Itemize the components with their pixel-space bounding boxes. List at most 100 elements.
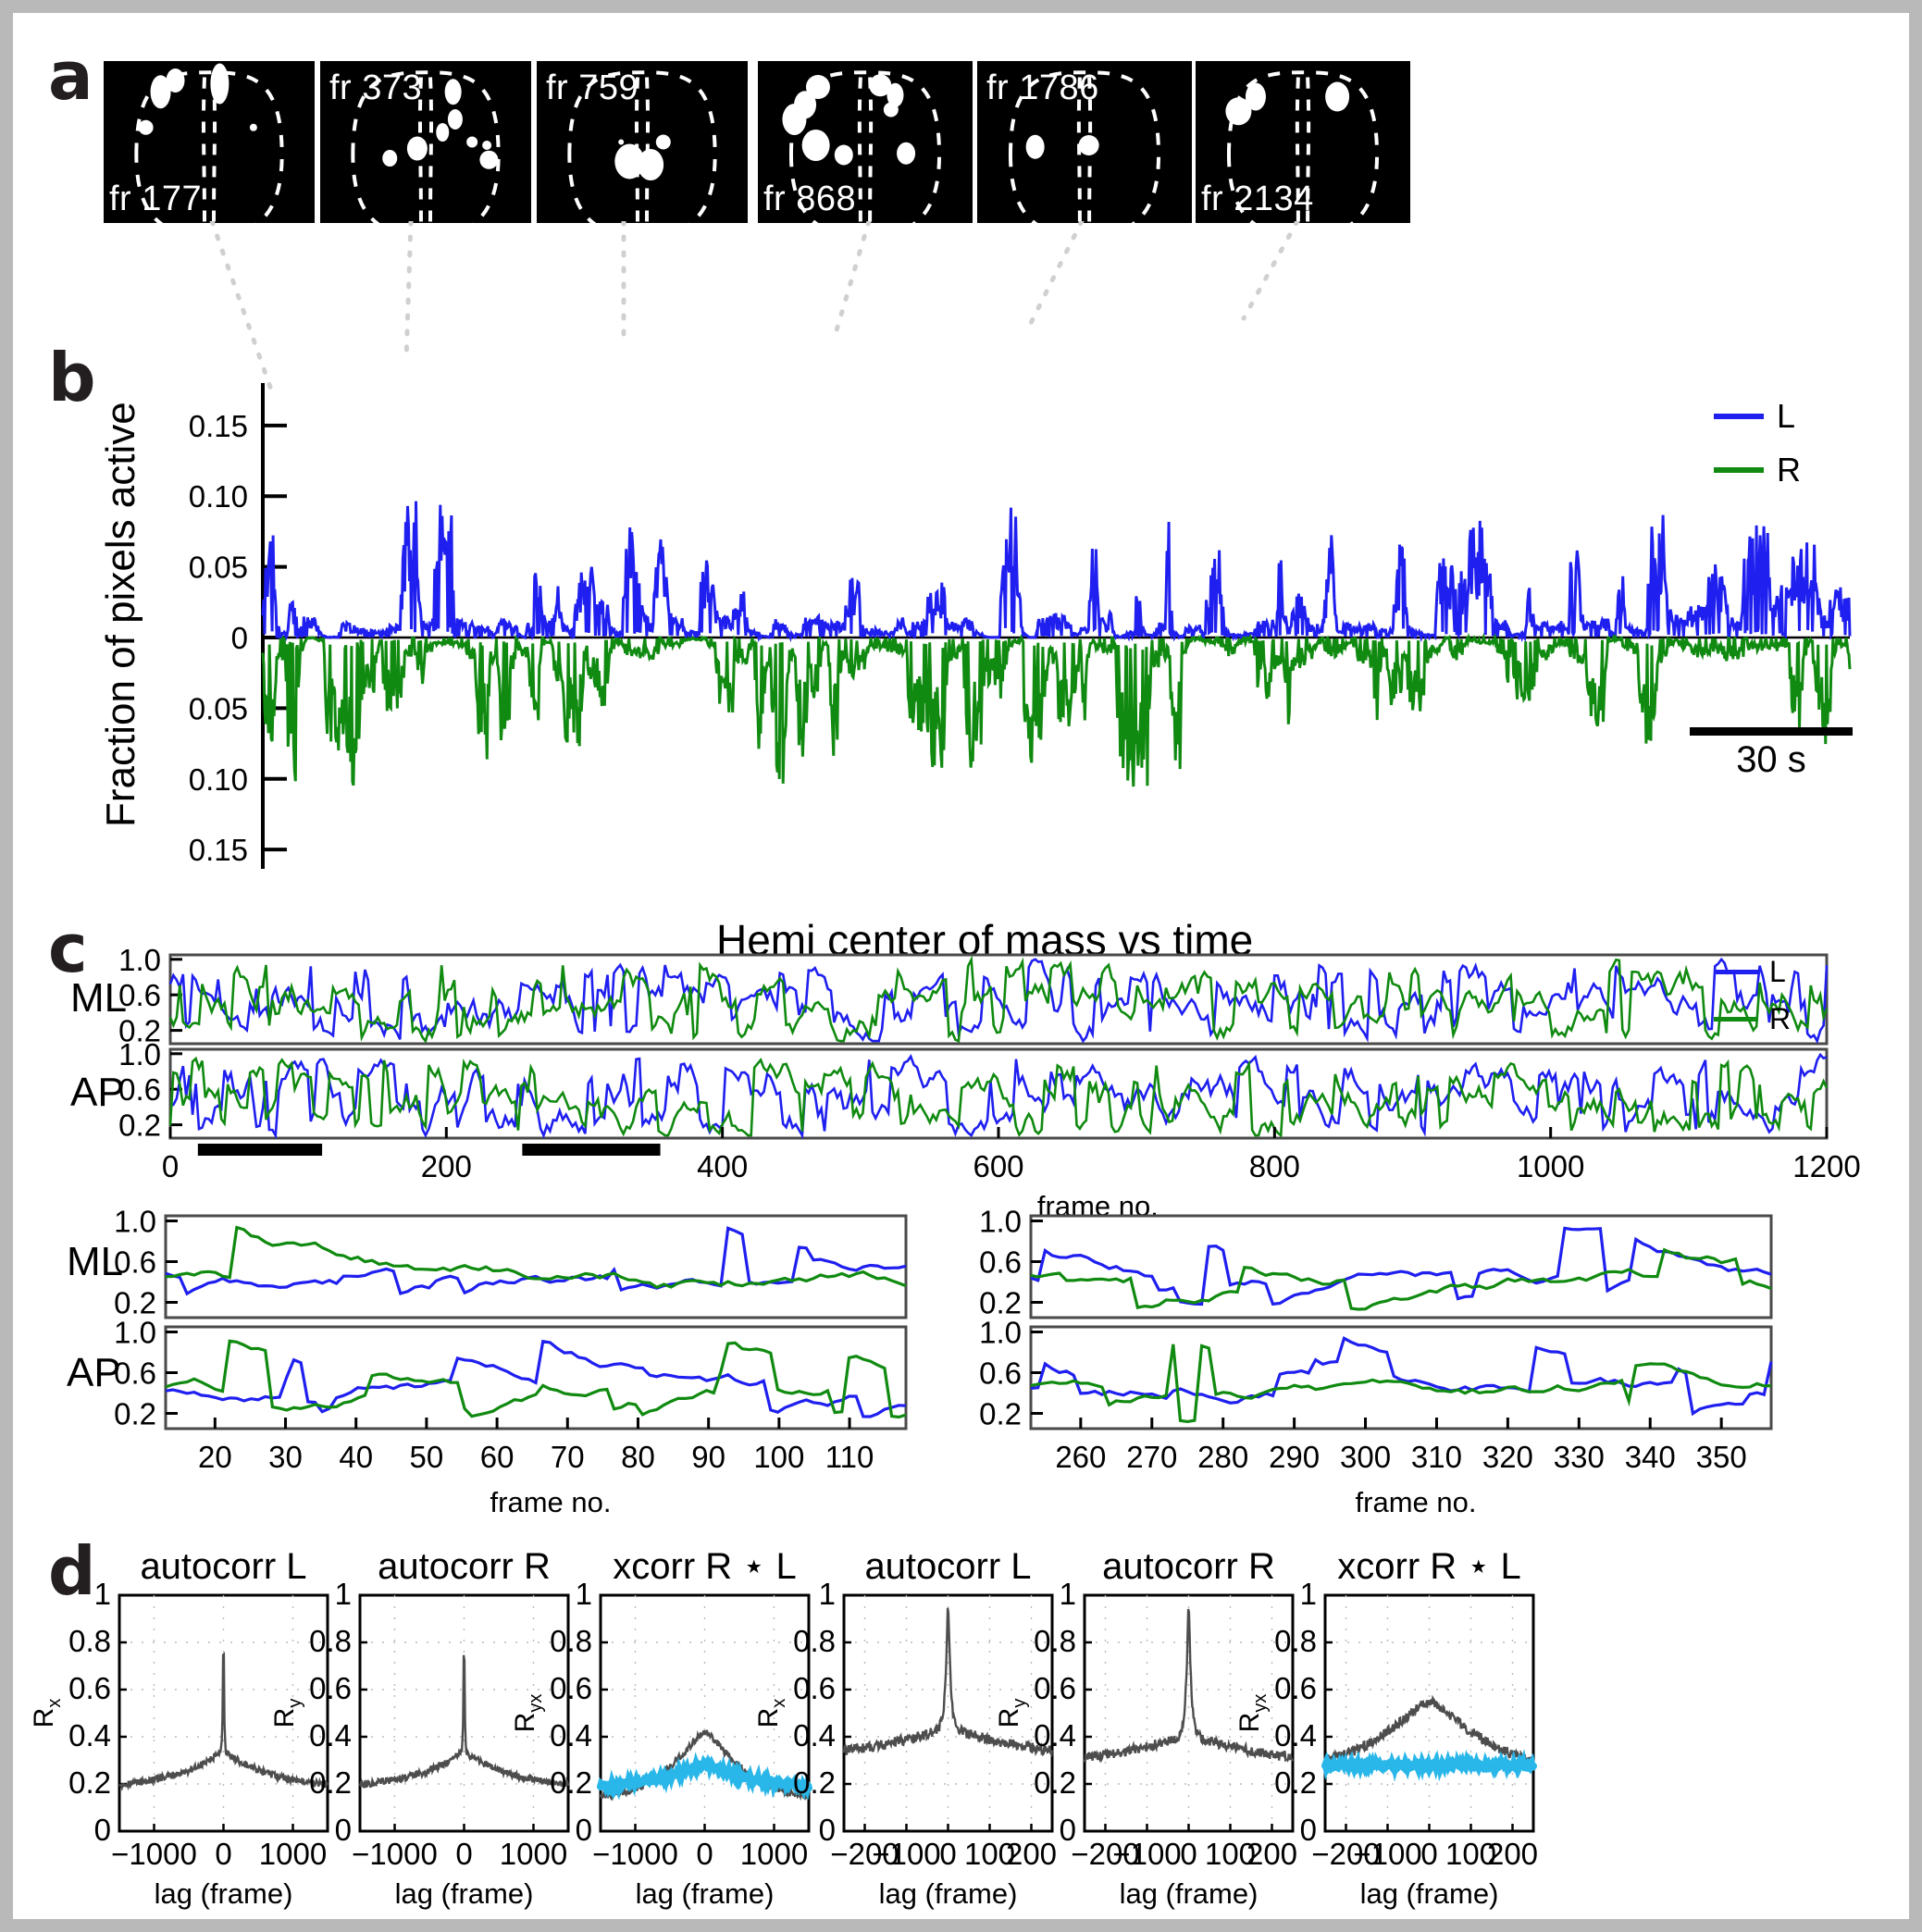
active-region-blob: [614, 143, 645, 180]
panel-c-trace: [165, 1226, 907, 1296]
panel-d-ytick: 0.6: [1274, 1671, 1317, 1705]
panel-d-ytick: 0.8: [1034, 1624, 1076, 1658]
active-region-blob: [382, 150, 398, 167]
panel-d-xtick: 0: [455, 1837, 472, 1871]
panel-b-ytick: 0.10: [189, 479, 248, 514]
panel-d-ytick: 0.8: [309, 1624, 352, 1658]
panel-d-ytick: 0.6: [550, 1671, 592, 1705]
panel-d-xlabel: lag (frame): [395, 1877, 534, 1910]
panel-b-ytick: 0.10: [189, 762, 248, 797]
panel-d-ytick: 1: [335, 1577, 352, 1611]
panel-b-ytick: 0.05: [189, 691, 248, 725]
panel-d-xtick: 100: [1445, 1837, 1496, 1871]
panel-d-ylabel: Rx: [29, 1699, 65, 1728]
legend-item-R: R: [1714, 1002, 1791, 1036]
panel-d-xtick: −1000: [111, 1837, 197, 1871]
panel-d-xtick: 1000: [259, 1837, 327, 1871]
frame-caption: fr 868: [763, 180, 857, 218]
panel-d-shuffle-trace: [597, 1752, 812, 1801]
panel-c-trace: [168, 1056, 1829, 1138]
axes-frame: [1029, 1325, 1773, 1430]
panel-d-xtick: 200: [1006, 1837, 1057, 1871]
panel-d-ytick: 1: [94, 1577, 111, 1611]
panel-c-svg: 1.00.60.21.00.60.20 200 400 600 800 1000 1200f…: [114, 943, 1861, 1518]
brain-outline: [351, 70, 501, 223]
panel-c-row-label-AP: AP: [70, 1070, 125, 1115]
panel-c-xtick: 110: [825, 1440, 874, 1474]
panel-d-xtick: 0: [939, 1837, 956, 1871]
panel-c-trace: [165, 1225, 907, 1289]
panel-d-ylabel: Ry: [269, 1699, 305, 1728]
panel-d-correlation-trace: [1083, 1608, 1295, 1764]
panel-c-ytick: 1.0: [979, 1205, 1022, 1239]
panel-d-ytick: 0.4: [68, 1718, 111, 1752]
panel-d-ytick: 0.2: [309, 1765, 352, 1800]
panel-b-plot: 0.15 0.10 0.05 0 0.05 0.10 0.15 L R 30 s: [13, 13, 1909, 938]
panel-c-xtick: 0: [162, 1149, 179, 1183]
panel-d-xtick: 0: [1180, 1837, 1197, 1871]
panel-d-title: autocorr L: [864, 1546, 1031, 1587]
panel-d-xtick: −100: [1112, 1837, 1181, 1871]
frame-caption: fr 1786: [986, 68, 1099, 107]
panel-label-d: d: [48, 1532, 96, 1610]
panel-d-ytick: 0.2: [1034, 1765, 1076, 1800]
brain-frame-1: fr 177: [104, 61, 315, 223]
legend-label: R: [1777, 451, 1801, 489]
panel-c-ytick: 0.2: [118, 1014, 161, 1048]
active-region-blob: [897, 142, 916, 165]
axes-frame: [168, 953, 1829, 1046]
active-region-blob: [444, 79, 462, 105]
panel-c-ytick: 0.6: [979, 1356, 1022, 1391]
panel-c-xtick: 310: [1411, 1440, 1462, 1474]
panel-d-xtick: −200: [1311, 1837, 1380, 1871]
panel-d-xtick: −200: [1071, 1837, 1139, 1871]
active-region-blob: [869, 74, 892, 97]
panel-d-correlation-trace: [118, 1652, 329, 1792]
panel-d-title: autocorr R: [1102, 1546, 1275, 1587]
panel-c-xtick: 330: [1554, 1440, 1605, 1474]
panel-c-xtick: 60: [480, 1440, 515, 1474]
panel-c-xtick: 100: [753, 1440, 804, 1474]
active-region-blob: [249, 123, 257, 131]
panel-label-a: a: [48, 37, 93, 115]
panel-c-ytick: 0.6: [118, 1072, 161, 1107]
panel-c-row-label-ML: ML: [70, 975, 128, 1021]
scale-bar-line: [1690, 727, 1853, 736]
brain-outline: [134, 63, 284, 223]
active-region-blob: [466, 136, 478, 148]
panel-d-xtick: 200: [1246, 1837, 1297, 1871]
panel-c-ytick: 0.6: [118, 978, 161, 1012]
active-region-blob: [887, 82, 904, 107]
panel-d-title: autocorr R: [378, 1546, 551, 1587]
zoom-region-marker: [197, 1144, 323, 1156]
panel-d-xtick: 0: [1420, 1837, 1437, 1871]
active-region-blob: [801, 130, 830, 161]
panel-d-ytick: 1: [819, 1577, 836, 1611]
panel-d-xlabel: lag (frame): [1360, 1877, 1499, 1910]
panel-d-ytick: 1: [1060, 1577, 1076, 1611]
panel-d-ytick: 0.4: [793, 1718, 836, 1752]
panel-d-ylabel: Ryx: [1234, 1694, 1271, 1733]
panel-d-xtick: −100: [872, 1837, 940, 1871]
panel-c-xtick: 20: [198, 1440, 232, 1474]
active-region-blob: [1078, 135, 1099, 155]
panel-d-ytick: 0.4: [550, 1718, 592, 1752]
panel-c-ytick: 0.2: [979, 1397, 1022, 1431]
panel-d-xtick: −1000: [592, 1837, 678, 1871]
panel-d-ytick: 0.2: [550, 1765, 592, 1800]
panel-c-ytick: 0.2: [979, 1286, 1022, 1320]
panel-c-ytick: 0.6: [114, 1245, 156, 1280]
active-region-blob: [150, 75, 171, 109]
panel-d-xtick: 1000: [740, 1837, 808, 1871]
legend-swatch: [1714, 467, 1764, 473]
panel-c-trace: [1030, 1226, 1772, 1307]
frame-caption: fr 373: [329, 68, 423, 107]
panel-d-ytick: 0.6: [793, 1671, 836, 1705]
legend-item-L: L: [1714, 955, 1791, 989]
panel-c-xtick: 290: [1269, 1440, 1320, 1474]
brain-frame-4: fr 868: [758, 61, 973, 223]
panel-c-xtick: 300: [1340, 1440, 1391, 1474]
panel-d-xtick: 0: [215, 1837, 231, 1871]
